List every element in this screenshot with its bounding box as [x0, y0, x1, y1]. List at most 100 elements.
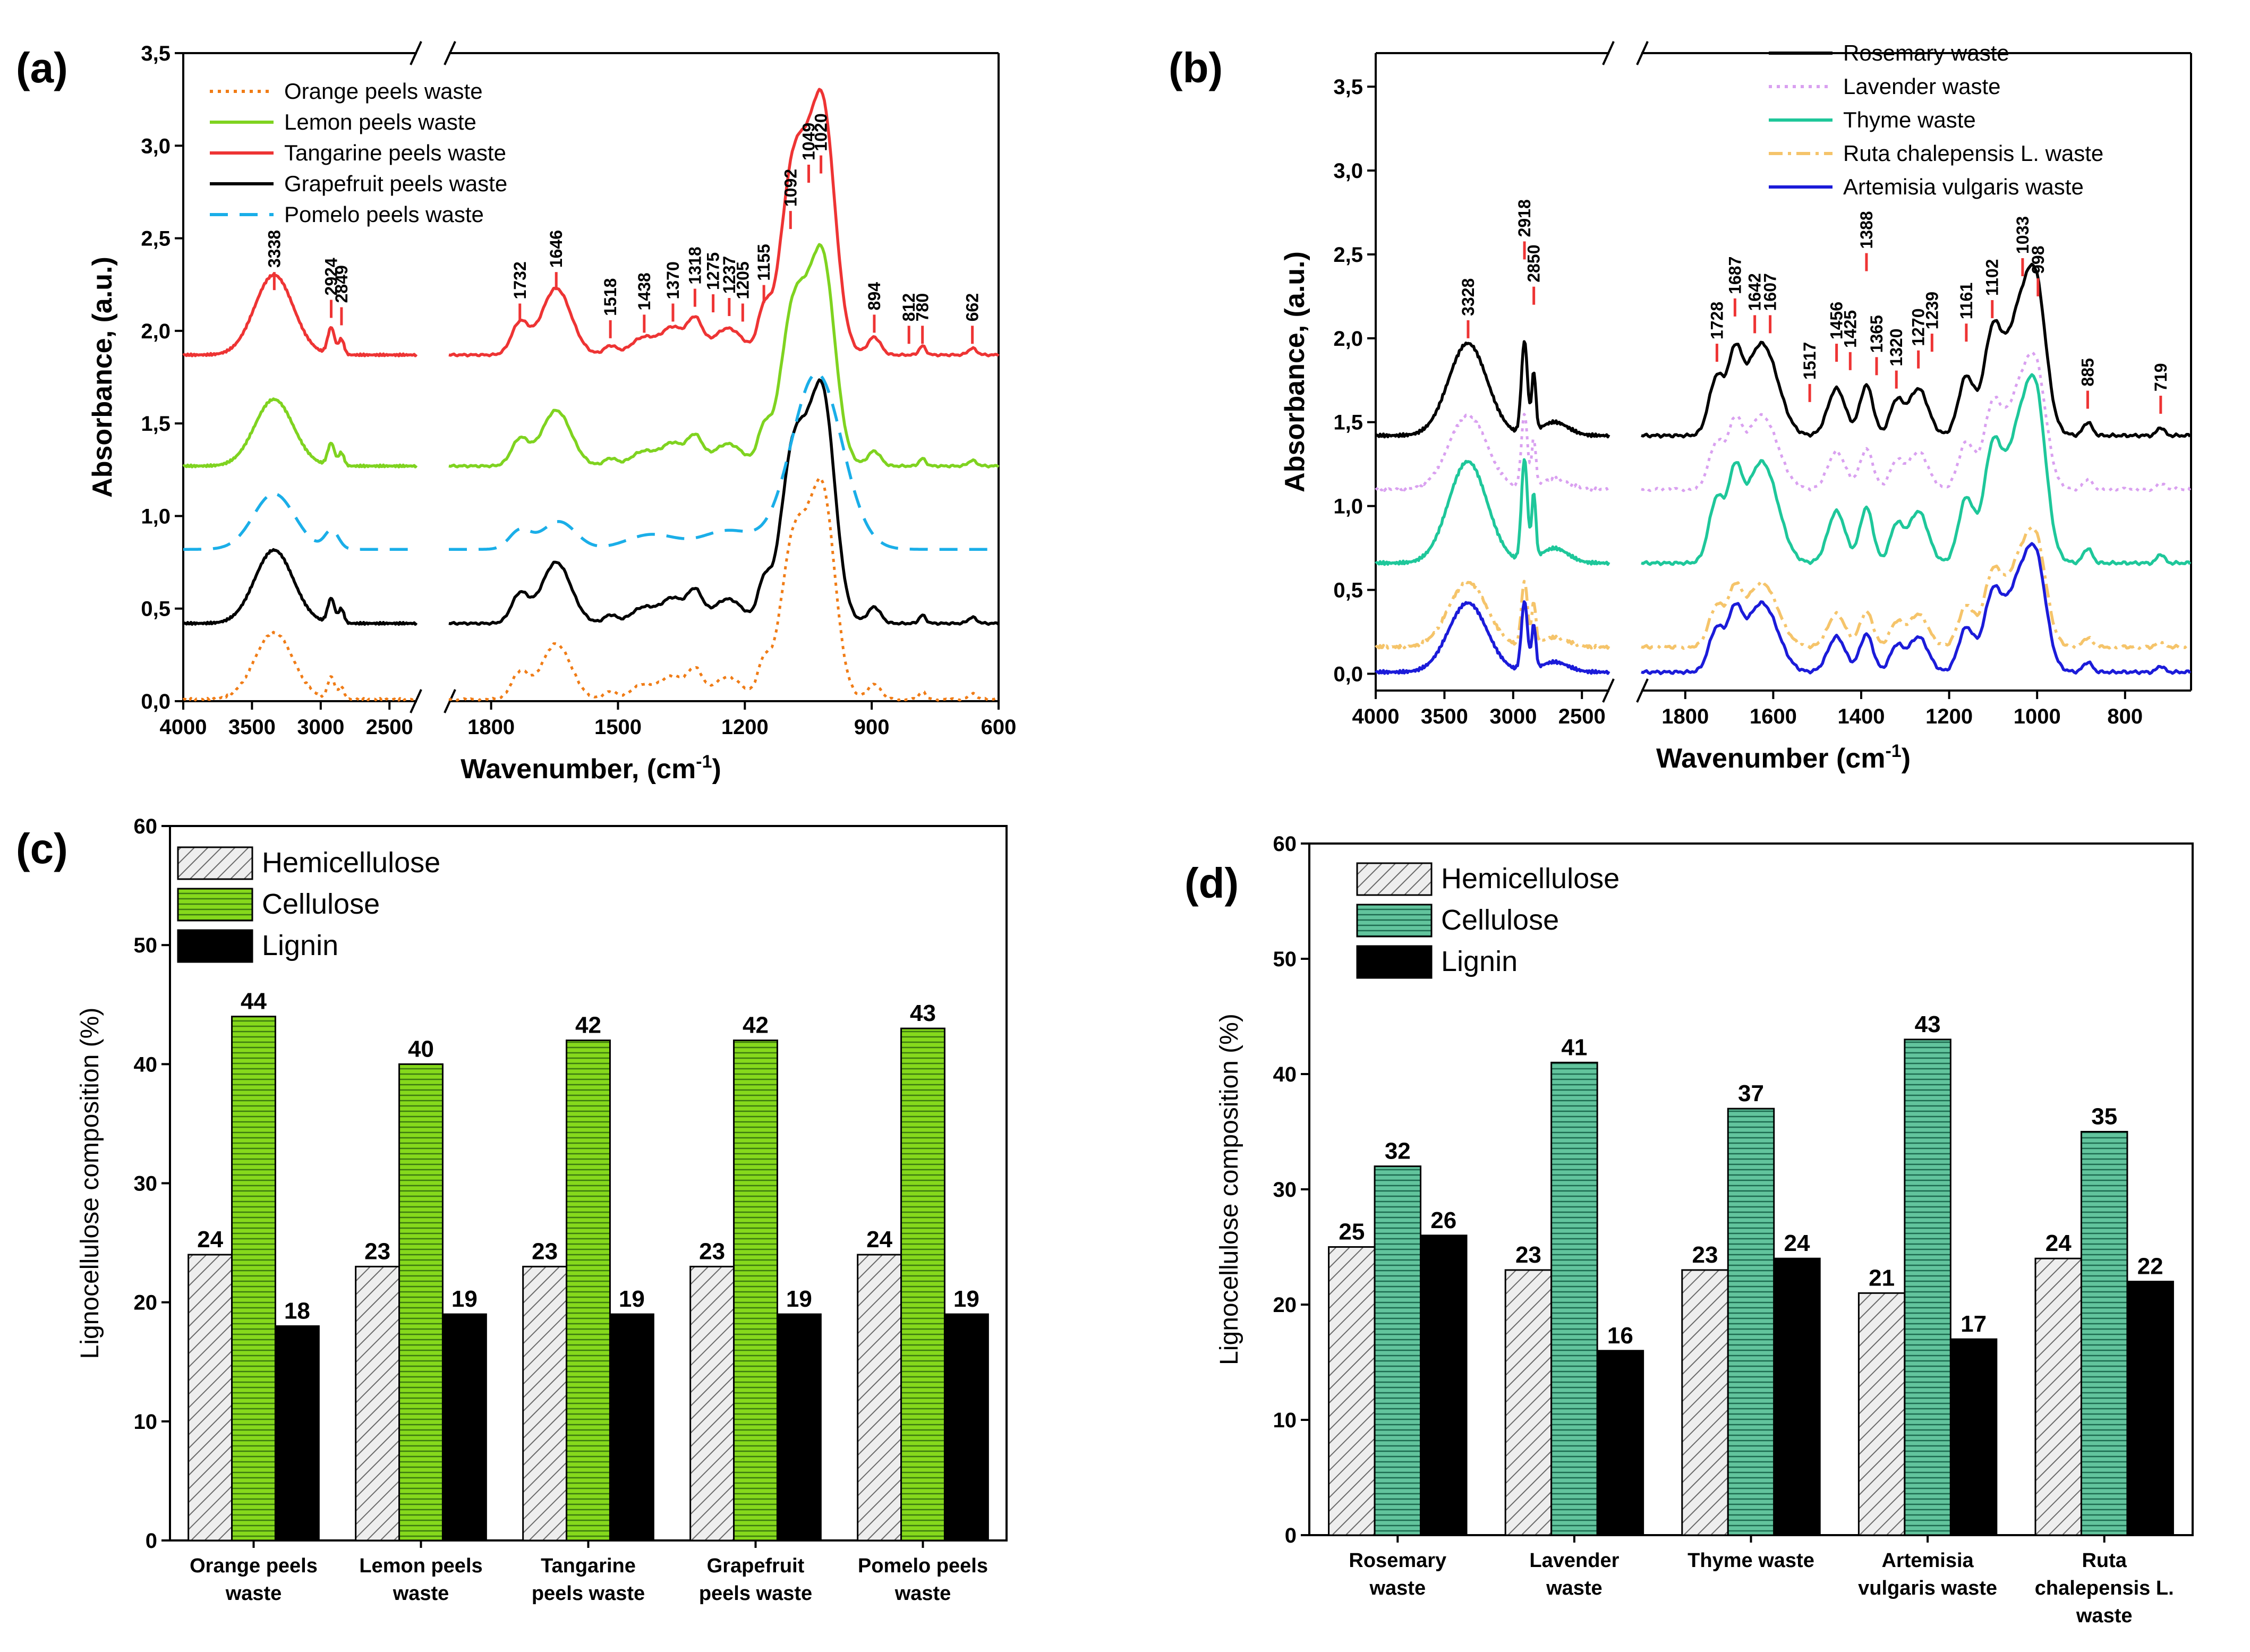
x-category-label: peels waste: [699, 1582, 812, 1605]
series-line-lemon-peels-waste: [448, 243, 1000, 469]
bar-hemicellulose: [1857, 1292, 1906, 1536]
y-tick-label: 0,0: [1333, 662, 1363, 686]
y-tick-label: 1,5: [141, 412, 171, 436]
bar-value-label: 19: [953, 1286, 979, 1312]
bar-value-label: 41: [1561, 1034, 1587, 1060]
x-tick-label: 1500: [594, 716, 642, 739]
bar-value-label: 24: [197, 1227, 223, 1253]
series-line-rosemary-waste: [1641, 262, 2192, 439]
peak-label: 998: [2029, 246, 2048, 274]
bar-cellulose: [733, 1040, 778, 1542]
bar-hemicellulose: [1504, 1269, 1553, 1536]
y-tick-label: 2,5: [141, 227, 171, 251]
x-category-label: peels waste: [532, 1582, 645, 1605]
legend-label: Lemon peels waste: [284, 109, 476, 134]
series-line-pomelo-peels-waste: [183, 492, 417, 551]
x-tick-label: 4000: [160, 716, 207, 739]
series-line-ruta-chalepensis-l-waste: [1375, 580, 1610, 650]
bar-value-label: 24: [866, 1227, 892, 1253]
bar-value-label: 23: [1692, 1242, 1718, 1268]
chart-b-ftir-herbs: 0,0 0,5 1,0 1,5 2,0 2,5 3,0 3,5 4000 3500 3000 2500…: [1280, 40, 2192, 774]
x-tick-label: 800: [2107, 705, 2143, 728]
bar-hemicellulose: [355, 1265, 400, 1542]
bar-value-label: 19: [451, 1286, 478, 1312]
peak-label: 2924: [321, 258, 340, 295]
y-tick-label: 1,0: [1333, 495, 1363, 518]
bar-value-label: 16: [1607, 1323, 1633, 1349]
x-tick-label: 1800: [467, 716, 515, 739]
y-tick-label: 60: [134, 815, 158, 838]
y-tick-label: 1,5: [1333, 411, 1363, 435]
x-category-label: chalepensis L.: [2035, 1577, 2174, 1599]
legend-label: Lavender waste: [1843, 74, 2001, 99]
x-tick-label: 1600: [1750, 705, 1797, 728]
bar-value-label: 35: [2091, 1104, 2117, 1130]
panel-label-d: (d): [1184, 859, 1239, 907]
bar-value-label: 26: [1430, 1207, 1456, 1233]
bar-lignin: [1949, 1338, 1998, 1536]
peak-label: 1388: [1857, 211, 1876, 249]
peak-label: 1270: [1909, 308, 1928, 346]
bar-value-label: 22: [2137, 1254, 2163, 1280]
x-tick-label: 1200: [721, 716, 769, 739]
chart-a-ftir-citrus: 0,0 0,5 1,0 1,5 2,0 2,5 3,0 3,5 4000 3500 3000 2500…: [87, 41, 1016, 785]
peak-label: 1092: [781, 169, 800, 207]
y-tick-label: 40: [134, 1053, 158, 1076]
bar-lignin: [1420, 1234, 1468, 1536]
peak-label: 1237: [720, 256, 739, 294]
bar-value-label: 25: [1339, 1219, 1365, 1245]
series-line-lavender-waste: [1641, 351, 2192, 492]
series-line-lemon-peels-waste: [182, 397, 418, 469]
bar-value-label: 42: [743, 1012, 769, 1038]
x-axis-title: Wavenumber, (cm-1): [461, 752, 721, 785]
x-tick-label: 1400: [1838, 705, 1885, 728]
chart-d-bars-herbs: 0 10 20 30 40 50 60 Lignocellulose composition …: [1215, 832, 2194, 1627]
peak-label: 1425: [1840, 310, 1860, 348]
peak-label: 1518: [601, 278, 620, 316]
axis-break-mark: [410, 689, 422, 713]
bar-hemicellulose: [1681, 1269, 1729, 1536]
bar-cellulose: [231, 1016, 276, 1542]
x-category-label: Ruta: [2082, 1549, 2127, 1572]
axis-break-mark: [444, 689, 456, 713]
legend-label: Cellulose: [262, 888, 380, 920]
y-tick-label: 2,0: [141, 320, 171, 343]
y-axis-title: Lignocellulose composition (%): [1215, 1014, 1243, 1365]
legend-label: Rosemary waste: [1843, 40, 2009, 65]
bar-value-label: 43: [910, 1000, 936, 1026]
peak-label: 1517: [1800, 342, 1819, 380]
axis-break-mark: [410, 41, 422, 65]
panel-label-a: (a): [16, 44, 68, 91]
peak-label: 1728: [1707, 302, 1726, 339]
y-tick-label: 2,5: [1333, 243, 1363, 267]
legend-label: Lignin: [1441, 946, 1518, 977]
bar-value-label: 21: [1869, 1265, 1895, 1291]
peak-label: 719: [2151, 363, 2170, 391]
series-line-thyme-waste: [1375, 458, 1610, 566]
peak-label: 1275: [704, 252, 723, 290]
bar-lignin: [441, 1313, 487, 1542]
series-line-grapefruit-peels-waste: [448, 378, 1000, 626]
bar-lignin: [1773, 1257, 1821, 1536]
bar-lignin: [1596, 1350, 1644, 1536]
chart-c-bars-citrus: 0 10 20 30 40 50 60 Lignocellulose composition …: [76, 815, 1008, 1605]
bar-lignin: [609, 1313, 654, 1542]
bar-lignin: [2126, 1281, 2174, 1536]
peak-label: 1370: [663, 261, 683, 299]
bar-hemicellulose: [689, 1265, 735, 1542]
x-category-label: Pomelo peels: [858, 1555, 988, 1577]
bar-value-label: 23: [699, 1238, 725, 1264]
peak-label: 1318: [685, 246, 704, 284]
legend-label: Tangarine peels waste: [284, 140, 506, 165]
x-category-label: waste: [894, 1582, 951, 1605]
peak-label: 1020: [812, 113, 831, 151]
bar-hemicellulose: [2034, 1257, 2082, 1536]
series-line-artemisia-vulgaris-waste: [1641, 542, 2192, 676]
y-tick-label: 30: [134, 1172, 158, 1196]
y-tick-label: 0: [1285, 1524, 1297, 1547]
legend-swatch: [177, 888, 253, 922]
peak-label: 1161: [1957, 283, 1976, 319]
peak-label: 662: [963, 293, 982, 321]
peak-label: 3338: [265, 230, 284, 268]
